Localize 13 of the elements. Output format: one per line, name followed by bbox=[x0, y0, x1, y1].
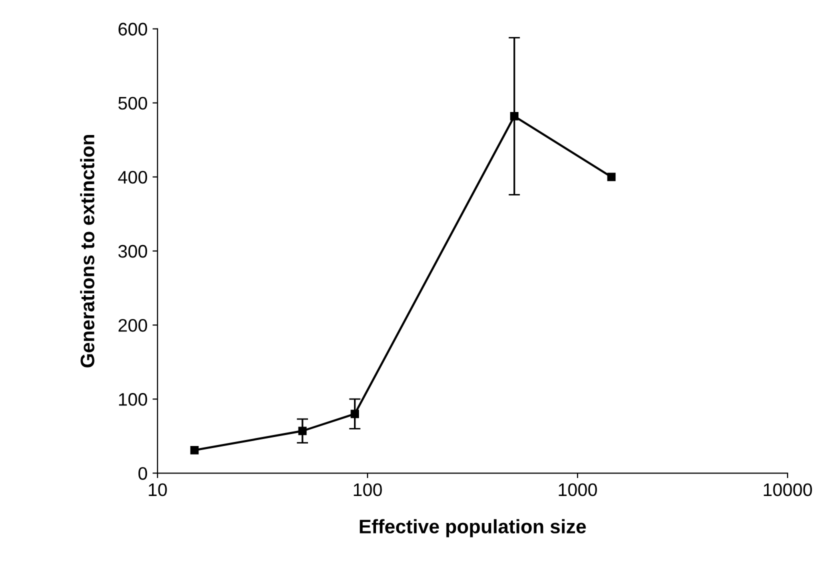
y-tick-label: 500 bbox=[118, 96, 148, 110]
x-axis-title: Effective population size bbox=[360, 519, 586, 538]
y-tick-label: 100 bbox=[119, 393, 148, 406]
y-tick-label: 300 bbox=[118, 244, 148, 258]
x-tick-label: 1000 bbox=[558, 483, 597, 496]
y-tick-label: 600 bbox=[118, 22, 148, 36]
x-tick-label: 10 bbox=[148, 483, 167, 496]
y-axis-title: Generations to extinction bbox=[80, 134, 94, 368]
y-tick-label: 0 bbox=[138, 467, 148, 480]
y-tick-label: 400 bbox=[118, 170, 148, 184]
x-tick-label: 10000 bbox=[764, 483, 812, 496]
x-tick-label: 100 bbox=[354, 483, 382, 496]
y-tick-label: 200 bbox=[118, 318, 148, 332]
